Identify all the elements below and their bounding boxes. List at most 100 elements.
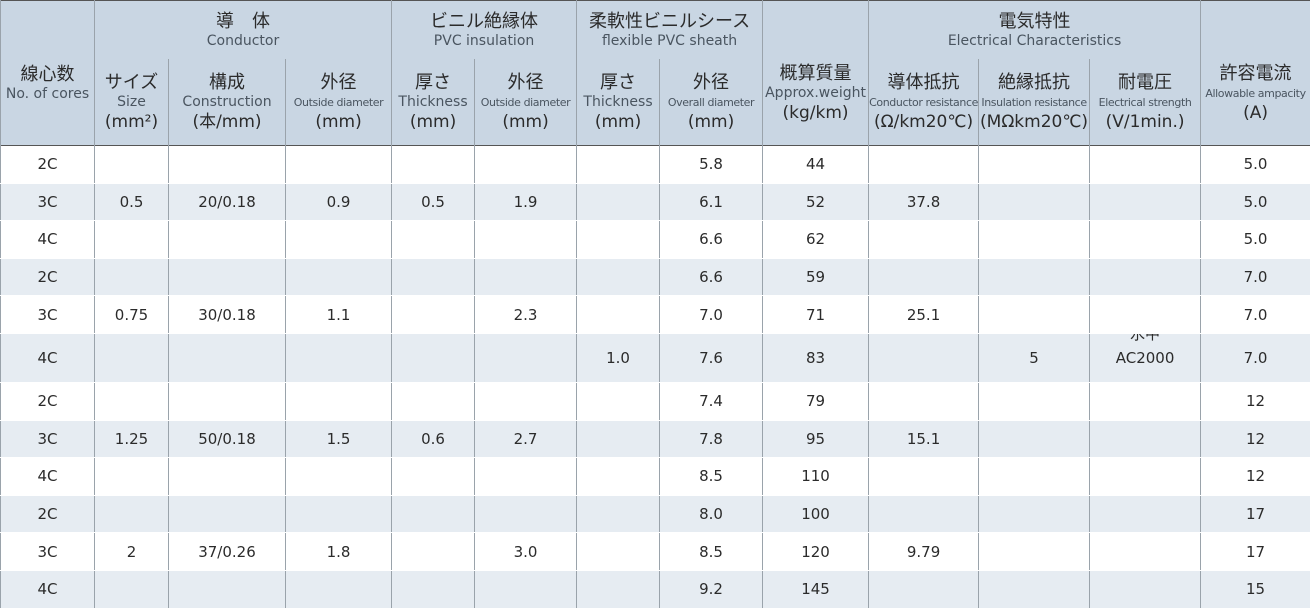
column-unit: (MΩkm20℃) — [979, 111, 1089, 133]
table-cell — [577, 533, 660, 571]
table-cell — [475, 258, 577, 296]
table-cell: 0.75 — [95, 296, 169, 334]
table-cell — [979, 258, 1090, 296]
table-cell: 83 — [763, 333, 869, 382]
table-cell — [475, 221, 577, 259]
table-cell: 3.0 — [475, 533, 577, 571]
table-cell — [286, 495, 392, 533]
column-unit: (mm) — [660, 111, 762, 133]
table-cell — [869, 146, 979, 184]
table-cell: 2C — [1, 258, 95, 296]
table-cell: 8.5 — [660, 533, 763, 571]
table-cell — [577, 146, 660, 184]
table-cell: 15 — [1201, 570, 1310, 608]
column-subtitle: Insulation resistance — [979, 94, 1089, 111]
column-title: 外径 — [475, 72, 576, 94]
column-unit: (mm) — [475, 111, 576, 133]
table-cell — [475, 495, 577, 533]
table-cell: 17 — [1201, 533, 1310, 571]
table-cell — [392, 258, 475, 296]
table-cell: 5.8 — [660, 146, 763, 184]
table-cell: 4C — [1, 221, 95, 259]
table-cell: 59 — [763, 258, 869, 296]
table-cell: 7.0 — [1201, 296, 1310, 334]
table-cell: 6.6 — [660, 258, 763, 296]
table-cell: 5.0 — [1201, 221, 1310, 259]
table-cell: 7.0 — [1201, 258, 1310, 296]
group-subtitle: PVC insulation — [392, 33, 576, 50]
table-cell — [169, 333, 286, 382]
table-cell — [95, 333, 169, 382]
table-cell: 9.2 — [660, 570, 763, 608]
group-title: 導 体 — [95, 11, 391, 33]
table-cell: 5.0 — [1201, 183, 1310, 221]
table-cell — [1090, 458, 1201, 496]
table-cell — [577, 183, 660, 221]
table-cell — [1090, 183, 1201, 221]
column-subtitle: Thickness — [392, 94, 474, 111]
table-cell: 8.5 — [660, 458, 763, 496]
table-cell — [869, 382, 979, 420]
table-cell — [95, 570, 169, 608]
table-cell: 7.0 — [1201, 333, 1310, 382]
column-subtitle: Allowable ampacity — [1201, 85, 1310, 102]
table-cell — [286, 570, 392, 608]
table-cell — [169, 221, 286, 259]
column-subtitle: Electrical strength — [1090, 94, 1200, 111]
column-title: 厚さ — [577, 72, 659, 94]
column-title: 厚さ — [392, 72, 474, 94]
table-cell: 1.9 — [475, 183, 577, 221]
column-unit: (V/1min.) — [1090, 111, 1200, 133]
table-cell: 71 — [763, 296, 869, 334]
table-cell — [577, 458, 660, 496]
table-cell — [392, 221, 475, 259]
table-cell — [979, 420, 1090, 458]
table-cell — [979, 458, 1090, 496]
table-cell — [169, 258, 286, 296]
group-subtitle: Electrical Characteristics — [869, 33, 1200, 50]
column-title: 外径 — [286, 72, 391, 94]
table-cell — [869, 221, 979, 259]
table-cell — [95, 458, 169, 496]
table-cell — [577, 258, 660, 296]
table-cell: 120 — [763, 533, 869, 571]
column-subtitle: No. of cores — [1, 86, 94, 103]
table-cell — [1090, 570, 1201, 608]
column-unit: (mm) — [577, 111, 659, 133]
table-cell — [577, 296, 660, 334]
table-cell — [392, 296, 475, 334]
table-cell: 0.5 — [392, 183, 475, 221]
table-cell: 7.8 — [660, 420, 763, 458]
column-title: サイズ — [95, 72, 168, 94]
table-cell — [1090, 296, 1201, 334]
table-cell — [577, 495, 660, 533]
table-cell — [979, 296, 1090, 334]
column-title: 外径 — [660, 72, 762, 94]
column-subtitle: Overall diameter — [660, 94, 762, 111]
table-cell — [577, 420, 660, 458]
table-cell — [169, 458, 286, 496]
column-subtitle: Conductor resistance — [869, 94, 978, 111]
table-cell: 37.8 — [869, 183, 979, 221]
table-cell — [979, 221, 1090, 259]
